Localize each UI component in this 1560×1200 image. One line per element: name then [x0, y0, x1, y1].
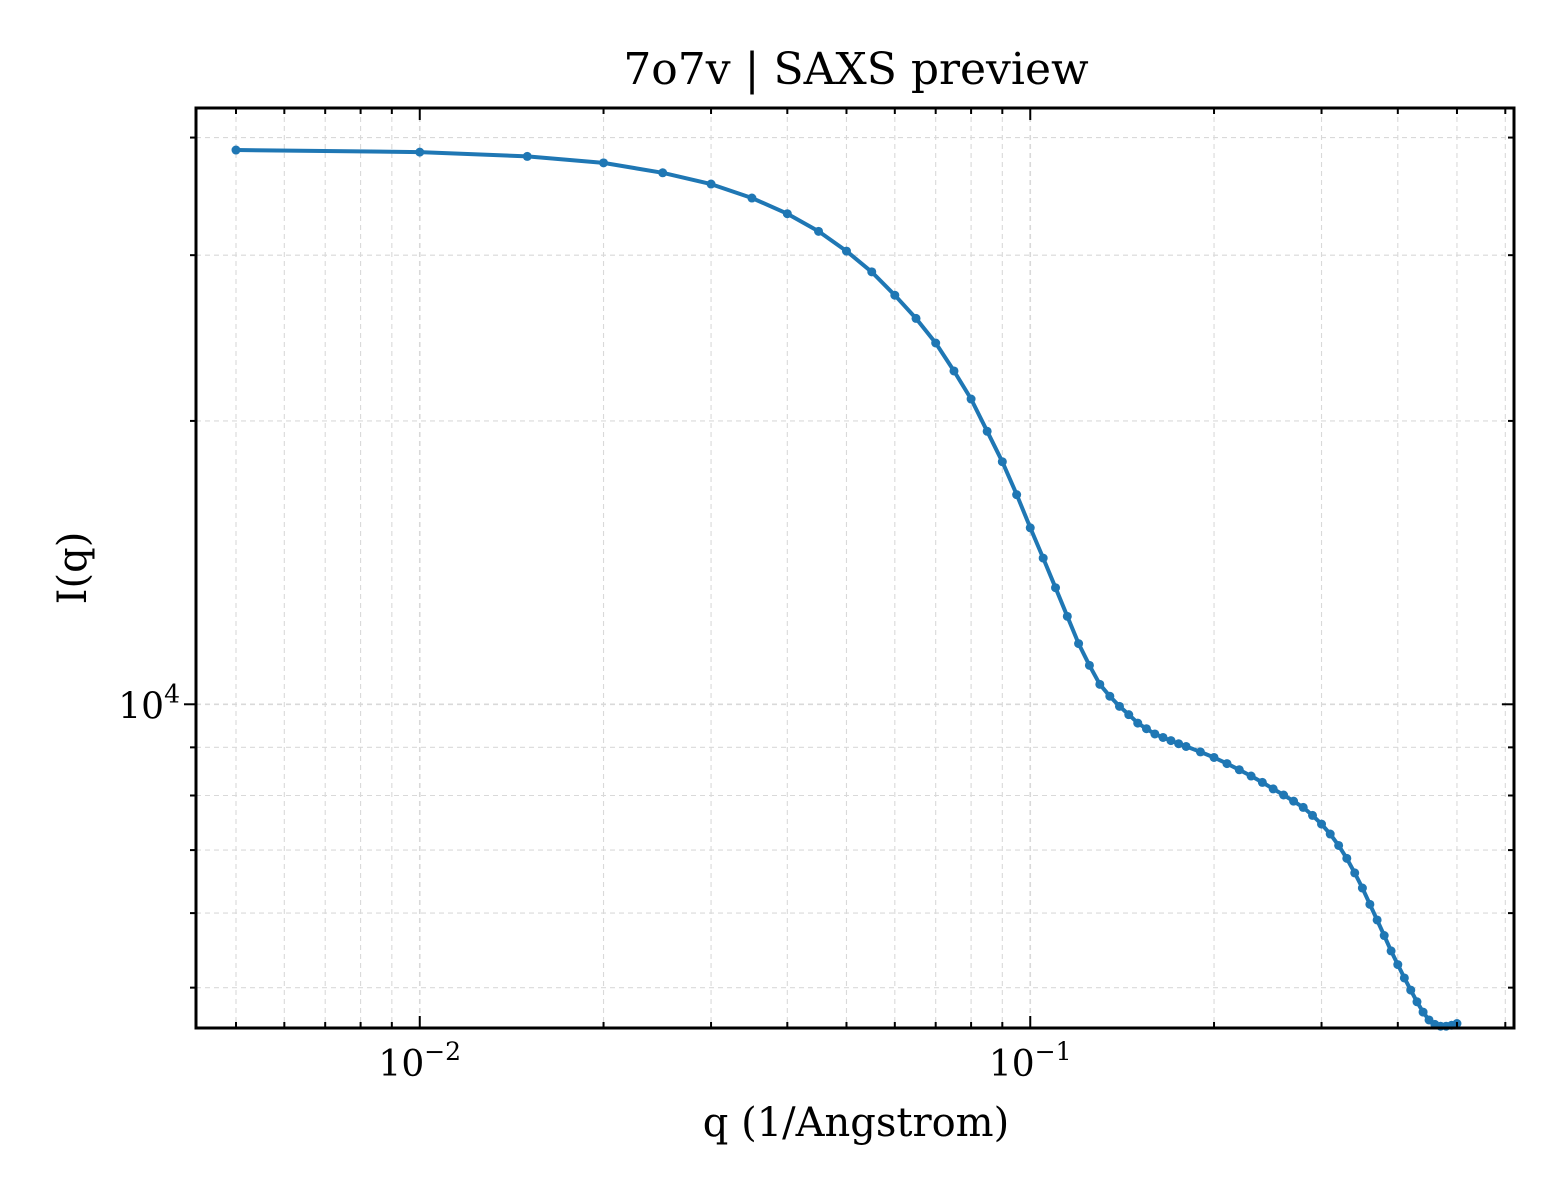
data-point: [1095, 679, 1105, 689]
data-point: [782, 209, 792, 219]
data-point: [1246, 771, 1256, 781]
x-tick-label: 10−1: [989, 1037, 1072, 1085]
data-point: [890, 290, 900, 300]
data-point: [1298, 802, 1308, 812]
data-point: [949, 366, 959, 376]
x-tick-label: 10−2: [378, 1037, 461, 1085]
data-point: [1209, 752, 1219, 762]
data-point: [1114, 701, 1124, 711]
data-point: [1350, 868, 1360, 878]
data-point: [599, 158, 609, 168]
data-point: [1406, 985, 1416, 995]
data-point: [1133, 718, 1143, 728]
axis-ticks: 10−2 10−1 104: [118, 108, 1514, 1085]
data-point: [1268, 784, 1278, 794]
y-tick-label: 104: [118, 679, 180, 727]
data-point: [1412, 997, 1422, 1007]
data-point: [911, 313, 921, 323]
data-point: [1234, 765, 1244, 775]
data-point: [1025, 523, 1035, 533]
data-point: [1012, 490, 1022, 500]
data-point: [1124, 710, 1134, 720]
data-point: [931, 338, 941, 348]
data-point: [1150, 729, 1160, 739]
data-point: [231, 145, 241, 155]
data-point: [522, 151, 532, 161]
data-point: [1317, 819, 1327, 829]
data-point: [1342, 853, 1352, 863]
data-point: [1386, 946, 1396, 956]
data-point: [747, 193, 757, 203]
data-point: [1279, 790, 1289, 800]
data-point: [1158, 732, 1168, 742]
data-point: [982, 426, 992, 436]
data-point: [966, 394, 976, 404]
data-point: [658, 168, 668, 178]
data-point: [1174, 739, 1184, 749]
data-point: [1334, 840, 1344, 850]
chart-title: 7o7v | SAXS preview: [623, 44, 1089, 95]
data-point: [706, 179, 716, 189]
data-point: [1074, 639, 1084, 649]
x-axis-label: q (1/Angstrom): [703, 1100, 1009, 1146]
data-point: [1393, 960, 1403, 970]
data-point: [1308, 810, 1318, 820]
y-axis-label: I(q): [50, 532, 96, 605]
plot-frame: [194, 106, 1516, 1030]
data-point: [1195, 747, 1205, 757]
data-point: [841, 246, 851, 256]
data-point: [1084, 660, 1094, 670]
data-point: [1105, 691, 1115, 701]
data-point: [1051, 583, 1061, 593]
data-point: [1325, 829, 1335, 839]
data-point: [1166, 736, 1176, 746]
data-point: [1222, 759, 1232, 769]
data-point: [1365, 899, 1375, 909]
data-point: [1357, 883, 1367, 893]
data-point: [1141, 724, 1151, 734]
data-point: [1289, 796, 1299, 806]
data-point: [997, 457, 1007, 467]
data-point: [1038, 553, 1048, 563]
data-point: [1379, 931, 1389, 941]
data-point: [1257, 777, 1267, 787]
data-point: [1399, 973, 1409, 983]
data-point: [1181, 741, 1191, 751]
data-point: [415, 147, 425, 157]
data-point: [1062, 611, 1072, 621]
grid-lines: [196, 108, 1514, 1028]
data-point: [1372, 915, 1382, 925]
data-point: [1418, 1007, 1428, 1017]
data-point: [814, 226, 824, 236]
data-point: [867, 267, 877, 277]
